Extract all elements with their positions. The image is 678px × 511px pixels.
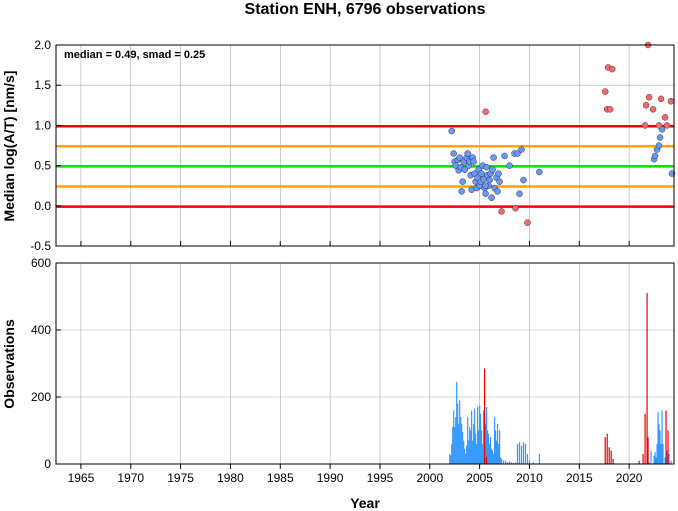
median-point-outlier <box>608 65 616 73</box>
median-point-normal <box>506 162 513 169</box>
median-point-normal <box>470 158 477 165</box>
median-point-outlier <box>655 122 663 129</box>
median-point-outlier <box>641 122 649 129</box>
median-point-normal <box>520 176 527 184</box>
median-point-normal <box>483 163 490 171</box>
observations-x-tick-label: 2020 <box>616 471 643 485</box>
median-point-outlier <box>645 94 653 101</box>
median-point-normal <box>482 182 489 189</box>
x-axis-label: Year <box>350 495 380 511</box>
median-point-normal <box>448 127 455 135</box>
median-y-tick-label: -0.5 <box>30 239 51 253</box>
median-point-normal <box>490 154 497 161</box>
median-point-normal <box>496 178 503 185</box>
median-point-normal <box>655 142 663 149</box>
observations-x-tick-label: 1995 <box>367 471 394 485</box>
observations-x-tick-label: 1975 <box>167 471 194 485</box>
median-y-tick-label: 2.0 <box>34 38 51 52</box>
median-point-normal <box>516 190 523 197</box>
median-point-normal <box>488 194 495 202</box>
median-point-outlier <box>482 108 489 115</box>
observations-y-axis-label: Observations <box>1 319 17 409</box>
median-point-normal <box>656 134 664 141</box>
observations-x-tick-label: 1985 <box>267 471 294 485</box>
observations-plot-grid <box>56 262 674 465</box>
observations-y-tick-label: 0 <box>44 457 51 471</box>
median-point-outlier <box>649 106 657 113</box>
observations-y-tick-label: 600 <box>31 256 51 270</box>
median-point-normal <box>495 170 502 177</box>
median-point-outlier <box>667 98 675 105</box>
median-point-normal <box>459 178 466 185</box>
median-point-normal <box>536 168 543 176</box>
median-point-normal <box>518 146 525 153</box>
median-point-normal <box>486 176 493 184</box>
median-point-normal <box>489 166 496 173</box>
observations-x-tick-label: 1980 <box>217 471 244 485</box>
median-y-tick-label: 0.0 <box>34 199 51 213</box>
median-y-tick-label: 1.5 <box>34 78 51 92</box>
observations-plot-bars <box>449 293 672 464</box>
median-plot-ticks: -0.5 0.0 0.5 1.0 1.5 2.0 <box>30 38 630 253</box>
median-point-normal <box>482 190 489 197</box>
median-point-normal <box>458 188 465 195</box>
median-point-normal <box>514 150 521 157</box>
median-point-normal <box>450 150 457 157</box>
observations-y-tick-label: 200 <box>31 390 51 404</box>
median-point-normal <box>456 154 463 161</box>
median-y-tick-label: 0.5 <box>34 159 51 173</box>
median-point-normal <box>464 150 471 157</box>
observations-y-tick-label: 400 <box>31 323 51 337</box>
median-plot-frame <box>55 44 675 247</box>
chart-title: Station ENH, 6796 observations <box>245 1 486 18</box>
median-y-axis-label: Median log(A/T) [nm/s] <box>1 71 17 222</box>
median-plot-reference-lines <box>56 124 674 208</box>
median-point-outlier <box>663 122 671 129</box>
observations-plot-frame <box>55 262 675 465</box>
median-plot-points <box>448 41 676 226</box>
observations-x-tick-label: 1990 <box>317 471 344 485</box>
observations-plot-ticks: 1965 1970 1975 1980 1985 1990 1995 2000 2005 2010… <box>31 256 643 485</box>
median-point-normal <box>501 152 508 160</box>
median-point-outlier <box>498 208 505 215</box>
median-point-normal <box>478 170 485 177</box>
median-point-outlier <box>661 114 669 121</box>
median-point-normal <box>494 188 501 195</box>
observations-x-tick-label: 2000 <box>416 471 443 485</box>
observations-x-tick-label: 1965 <box>68 471 95 485</box>
median-point-normal <box>461 166 468 173</box>
median-point-outlier <box>601 88 609 95</box>
median-plot: -0.5 0.0 0.5 1.0 1.5 2.0 median = 0.49, smad … <box>1 38 676 253</box>
median-point-outlier <box>512 204 519 212</box>
median-point-outlier <box>606 106 614 113</box>
observations-x-tick-label: 2005 <box>466 471 493 485</box>
observations-x-tick-label: 2010 <box>516 471 543 485</box>
median-point-normal <box>651 152 659 160</box>
observations-plot: 1965 1970 1975 1980 1985 1990 1995 2000 2005 2010… <box>1 256 675 511</box>
observations-x-tick-label: 1970 <box>117 471 144 485</box>
observations-x-tick-label: 2015 <box>566 471 593 485</box>
median-point-outlier <box>642 102 650 109</box>
median-point-outlier <box>657 95 665 103</box>
median-point-outlier <box>524 219 531 226</box>
median-y-tick-label: 1.0 <box>34 118 51 132</box>
median-annotation: median = 0.49, smad = 0.25 <box>64 49 205 61</box>
